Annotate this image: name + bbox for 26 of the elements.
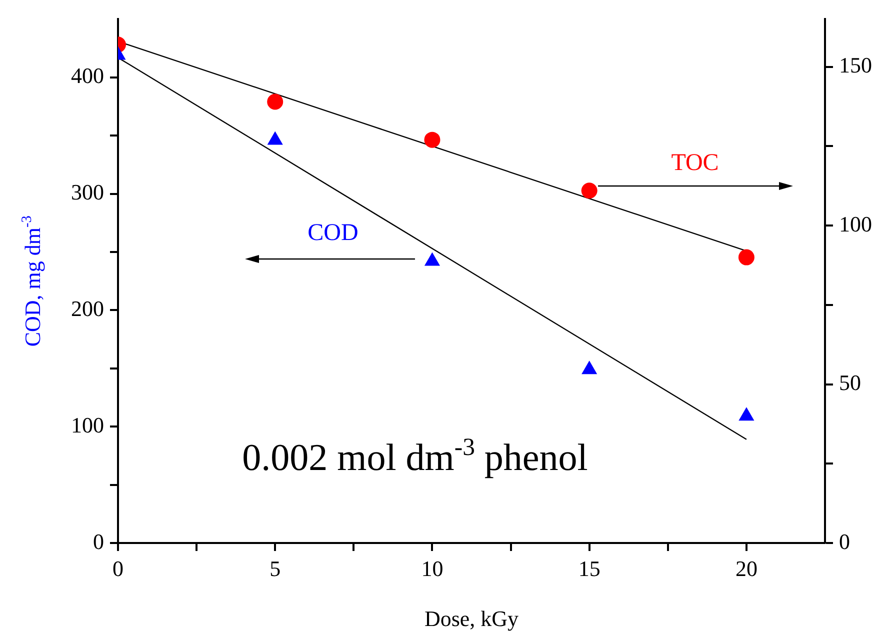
y-tick-label: 300 xyxy=(71,180,104,205)
x-tick-label: 20 xyxy=(735,556,758,581)
text: TOC xyxy=(671,150,719,176)
x-tick-label: 15 xyxy=(578,556,600,581)
y2-tick-label: 50 xyxy=(839,370,861,396)
point xyxy=(267,131,283,145)
point xyxy=(738,249,754,266)
y2-tick-label: 0 xyxy=(839,528,850,554)
y-tick-label: 400 xyxy=(71,63,104,88)
x-tick-label: 0 xyxy=(112,556,124,581)
y-tick-label: 200 xyxy=(71,296,104,321)
point xyxy=(738,407,754,421)
y-tick-label: 0 xyxy=(93,528,104,554)
y2-tick-label: 100 xyxy=(839,211,872,236)
x-tick-label: 5 xyxy=(270,556,281,581)
text: COD xyxy=(308,220,358,246)
x-tick-label: 10 xyxy=(421,556,444,581)
point xyxy=(424,132,440,148)
y2-tick-label: 150 xyxy=(839,52,872,78)
point xyxy=(424,252,440,266)
point xyxy=(581,182,598,199)
point xyxy=(267,94,284,110)
y-axis-title: COD, mg dm-3 xyxy=(19,216,45,347)
y-tick-label: 100 xyxy=(71,412,104,438)
x-axis-title: Dose, kGy xyxy=(424,606,519,631)
point xyxy=(582,360,598,374)
